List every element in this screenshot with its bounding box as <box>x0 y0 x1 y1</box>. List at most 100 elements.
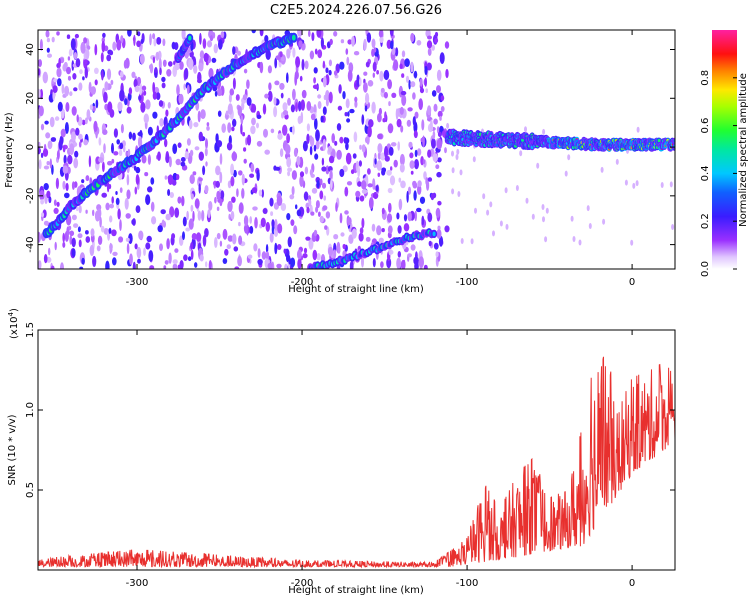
heatmap-cell <box>309 135 313 142</box>
heatmap-cell <box>178 93 184 105</box>
heatmap-cell <box>193 122 199 128</box>
heatmap-cell <box>359 227 364 235</box>
heatmap-cell <box>230 210 235 220</box>
heatmap-cell <box>321 182 327 189</box>
heatmap-cell <box>274 242 278 255</box>
heatmap-cell <box>314 48 318 55</box>
heatmap-cell <box>635 180 639 187</box>
heatmap-cell <box>339 168 345 178</box>
heatmap-cell <box>62 180 66 190</box>
heatmap-cell <box>74 33 79 39</box>
heatmap-cell <box>395 47 399 57</box>
heatmap-cell <box>216 206 220 211</box>
heatmap-cell <box>368 119 374 128</box>
heatmap-cell <box>113 151 119 156</box>
heatmap-cell <box>140 101 146 113</box>
heatmap-cell <box>202 234 207 247</box>
heatmap-cell <box>413 190 417 201</box>
heatmap-cell <box>189 174 195 185</box>
heatmap-cell <box>39 190 45 201</box>
heatmap-cell <box>128 233 133 245</box>
heatmap-cell <box>169 192 174 198</box>
heatmap-cell <box>222 258 228 264</box>
heatmap-cell <box>442 130 446 138</box>
heatmap-cell <box>89 244 95 257</box>
heatmap-cell <box>306 123 310 132</box>
heatmap-cell <box>136 40 142 48</box>
heatmap-cell <box>325 67 329 74</box>
heatmap-cell <box>660 182 664 188</box>
heatmap-cell <box>193 64 198 74</box>
heatmap-cell <box>416 207 422 213</box>
heatmap-cell <box>378 237 384 243</box>
heatmap-cell <box>82 76 85 81</box>
heatmap-cell <box>427 105 432 116</box>
heatmap-cell <box>174 248 179 253</box>
heatmap-cell <box>241 188 245 199</box>
heatmap-cell <box>125 213 131 219</box>
heatmap-cell <box>190 204 194 212</box>
heatmap-cell <box>194 198 200 209</box>
heatmap-cell <box>274 80 280 86</box>
heatmap-cell <box>435 251 439 258</box>
heatmap-cell <box>168 156 172 168</box>
heatmap-cell <box>172 263 178 269</box>
heatmap-cell <box>444 41 450 49</box>
heatmap-cell <box>165 153 170 164</box>
heatmap-cell <box>85 209 88 214</box>
heatmap-cell <box>126 243 130 255</box>
heatmap-cell <box>197 110 201 123</box>
heatmap-cell <box>319 190 324 200</box>
heatmap-cell <box>204 185 209 194</box>
heatmap-cell <box>167 102 171 109</box>
heatmap-cell <box>117 101 123 112</box>
heatmap-cell <box>531 213 535 220</box>
heatmap-cell <box>225 110 229 116</box>
heatmap-cell <box>340 39 345 44</box>
heatmap-cell <box>296 156 301 166</box>
heatmap-cell <box>274 218 278 231</box>
heatmap-cell <box>285 144 291 155</box>
heatmap-cell <box>361 217 365 229</box>
heatmap-cell <box>211 57 217 63</box>
heatmap-cell <box>305 236 311 241</box>
heatmap-cell <box>325 90 330 102</box>
heatmap-cell <box>309 50 315 60</box>
heatmap-cell <box>492 230 495 237</box>
heatmap-cell <box>152 111 158 119</box>
heatmap-cell <box>383 69 390 81</box>
heatmap-cell <box>43 220 49 226</box>
heatmap-cell <box>252 206 258 211</box>
heatmap-cell <box>200 109 206 120</box>
heatmap-cell <box>330 178 333 190</box>
heatmap-cell <box>216 88 223 97</box>
heatmap-cell <box>71 181 75 190</box>
heatmap-cell <box>474 207 477 214</box>
heatmap-cell <box>90 86 97 95</box>
heatmap-cell <box>433 103 438 112</box>
heatmap-cell <box>226 244 231 250</box>
heatmap-cell <box>58 57 61 68</box>
heatmap-cell <box>42 148 49 157</box>
snr-axes: -300 -200 -100 0 0.5 1.0 1.5 <box>25 322 675 589</box>
heatmap-cell <box>339 61 345 70</box>
heatmap-cell <box>38 105 44 117</box>
heatmap-cell <box>251 104 257 113</box>
colorbar-tick-label: 0.8 <box>700 70 711 86</box>
heatmap-cell <box>132 261 136 269</box>
heatmap-cell <box>71 237 76 248</box>
heatmap-cell <box>103 91 108 103</box>
heatmap-cell <box>89 104 93 111</box>
heatmap-cell <box>122 145 126 153</box>
heatmap-cell <box>135 174 140 185</box>
heatmap-cell <box>267 262 273 269</box>
heatmap-cell <box>78 239 82 248</box>
x-tick-label: 0 <box>629 578 635 589</box>
heatmap-cell <box>269 197 274 207</box>
heatmap-cell <box>525 197 529 204</box>
heatmap-cell <box>578 239 582 246</box>
heatmap-cell <box>115 197 120 205</box>
heatmap-cell <box>78 141 82 148</box>
heatmap-cell <box>460 238 464 244</box>
heatmap-cell <box>377 143 383 154</box>
